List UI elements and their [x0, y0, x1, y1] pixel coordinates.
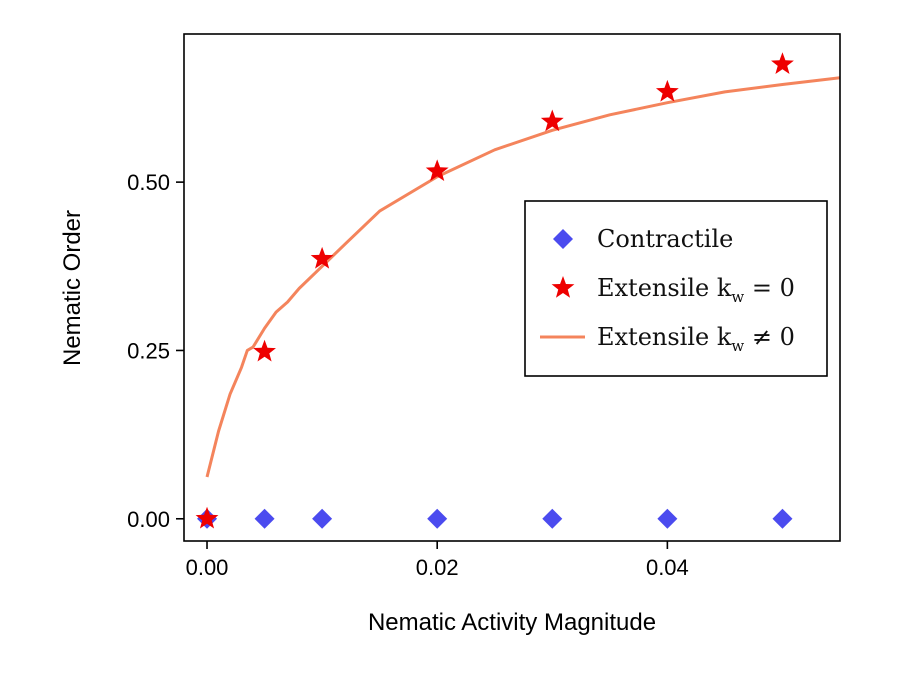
legend-entry-text: Extensile k — [597, 323, 732, 351]
y-tick-label: 0.50 — [127, 170, 170, 195]
x-tick-label: 0.02 — [416, 555, 459, 580]
contractile-point — [657, 508, 678, 529]
y-axis-label: Nematic Order — [59, 210, 86, 366]
legend-box — [524, 200, 828, 377]
y-tick-label: 0.25 — [127, 338, 170, 363]
legend-entry-label: Extensile kw ≠ 0 — [597, 323, 795, 355]
legend-entry-suffix: ≠ 0 — [744, 323, 795, 351]
legend-entry-text: Contractile — [597, 225, 733, 253]
legend-diamond-marker — [553, 229, 573, 249]
legend-entry-text: Extensile k — [597, 274, 732, 302]
legend-entry-label: Extensile kw = 0 — [597, 274, 795, 306]
legend-entry-suffix: = 0 — [744, 274, 795, 302]
contractile-point — [542, 508, 563, 529]
plot-area — [195, 52, 841, 529]
legend-entry-label: Contractile — [597, 225, 733, 253]
extensile-kw-zero-point — [310, 246, 334, 269]
legend-star-marker — [551, 276, 575, 298]
legend-entry-subscript: w — [731, 337, 744, 355]
x-axis-label: Nematic Activity Magnitude — [368, 609, 656, 636]
x-tick-label: 0.04 — [646, 555, 689, 580]
extensile-kw-zero-point — [195, 506, 219, 529]
contractile-point — [254, 508, 275, 529]
x-tick-label: 0.00 — [186, 555, 229, 580]
extensile-kw-zero-point — [540, 109, 564, 132]
extensile-kw-zero-point — [253, 339, 276, 362]
contractile-point — [427, 508, 448, 529]
extensile-kw-zero-point — [771, 52, 794, 75]
axes: 0.00 0.02 0.04 0.00 0.25 0.50 — [127, 170, 689, 580]
extensile-kw-nonzero-line — [205, 76, 841, 478]
legend-entry-subscript: w — [731, 288, 744, 306]
contractile-point — [772, 508, 793, 529]
extensile-kw-zero-point — [655, 79, 679, 102]
extensile-kw-zero-point — [425, 159, 449, 182]
y-tick-label: 0.00 — [127, 507, 170, 532]
plot-frame — [183, 33, 841, 542]
contractile-point — [312, 508, 333, 529]
